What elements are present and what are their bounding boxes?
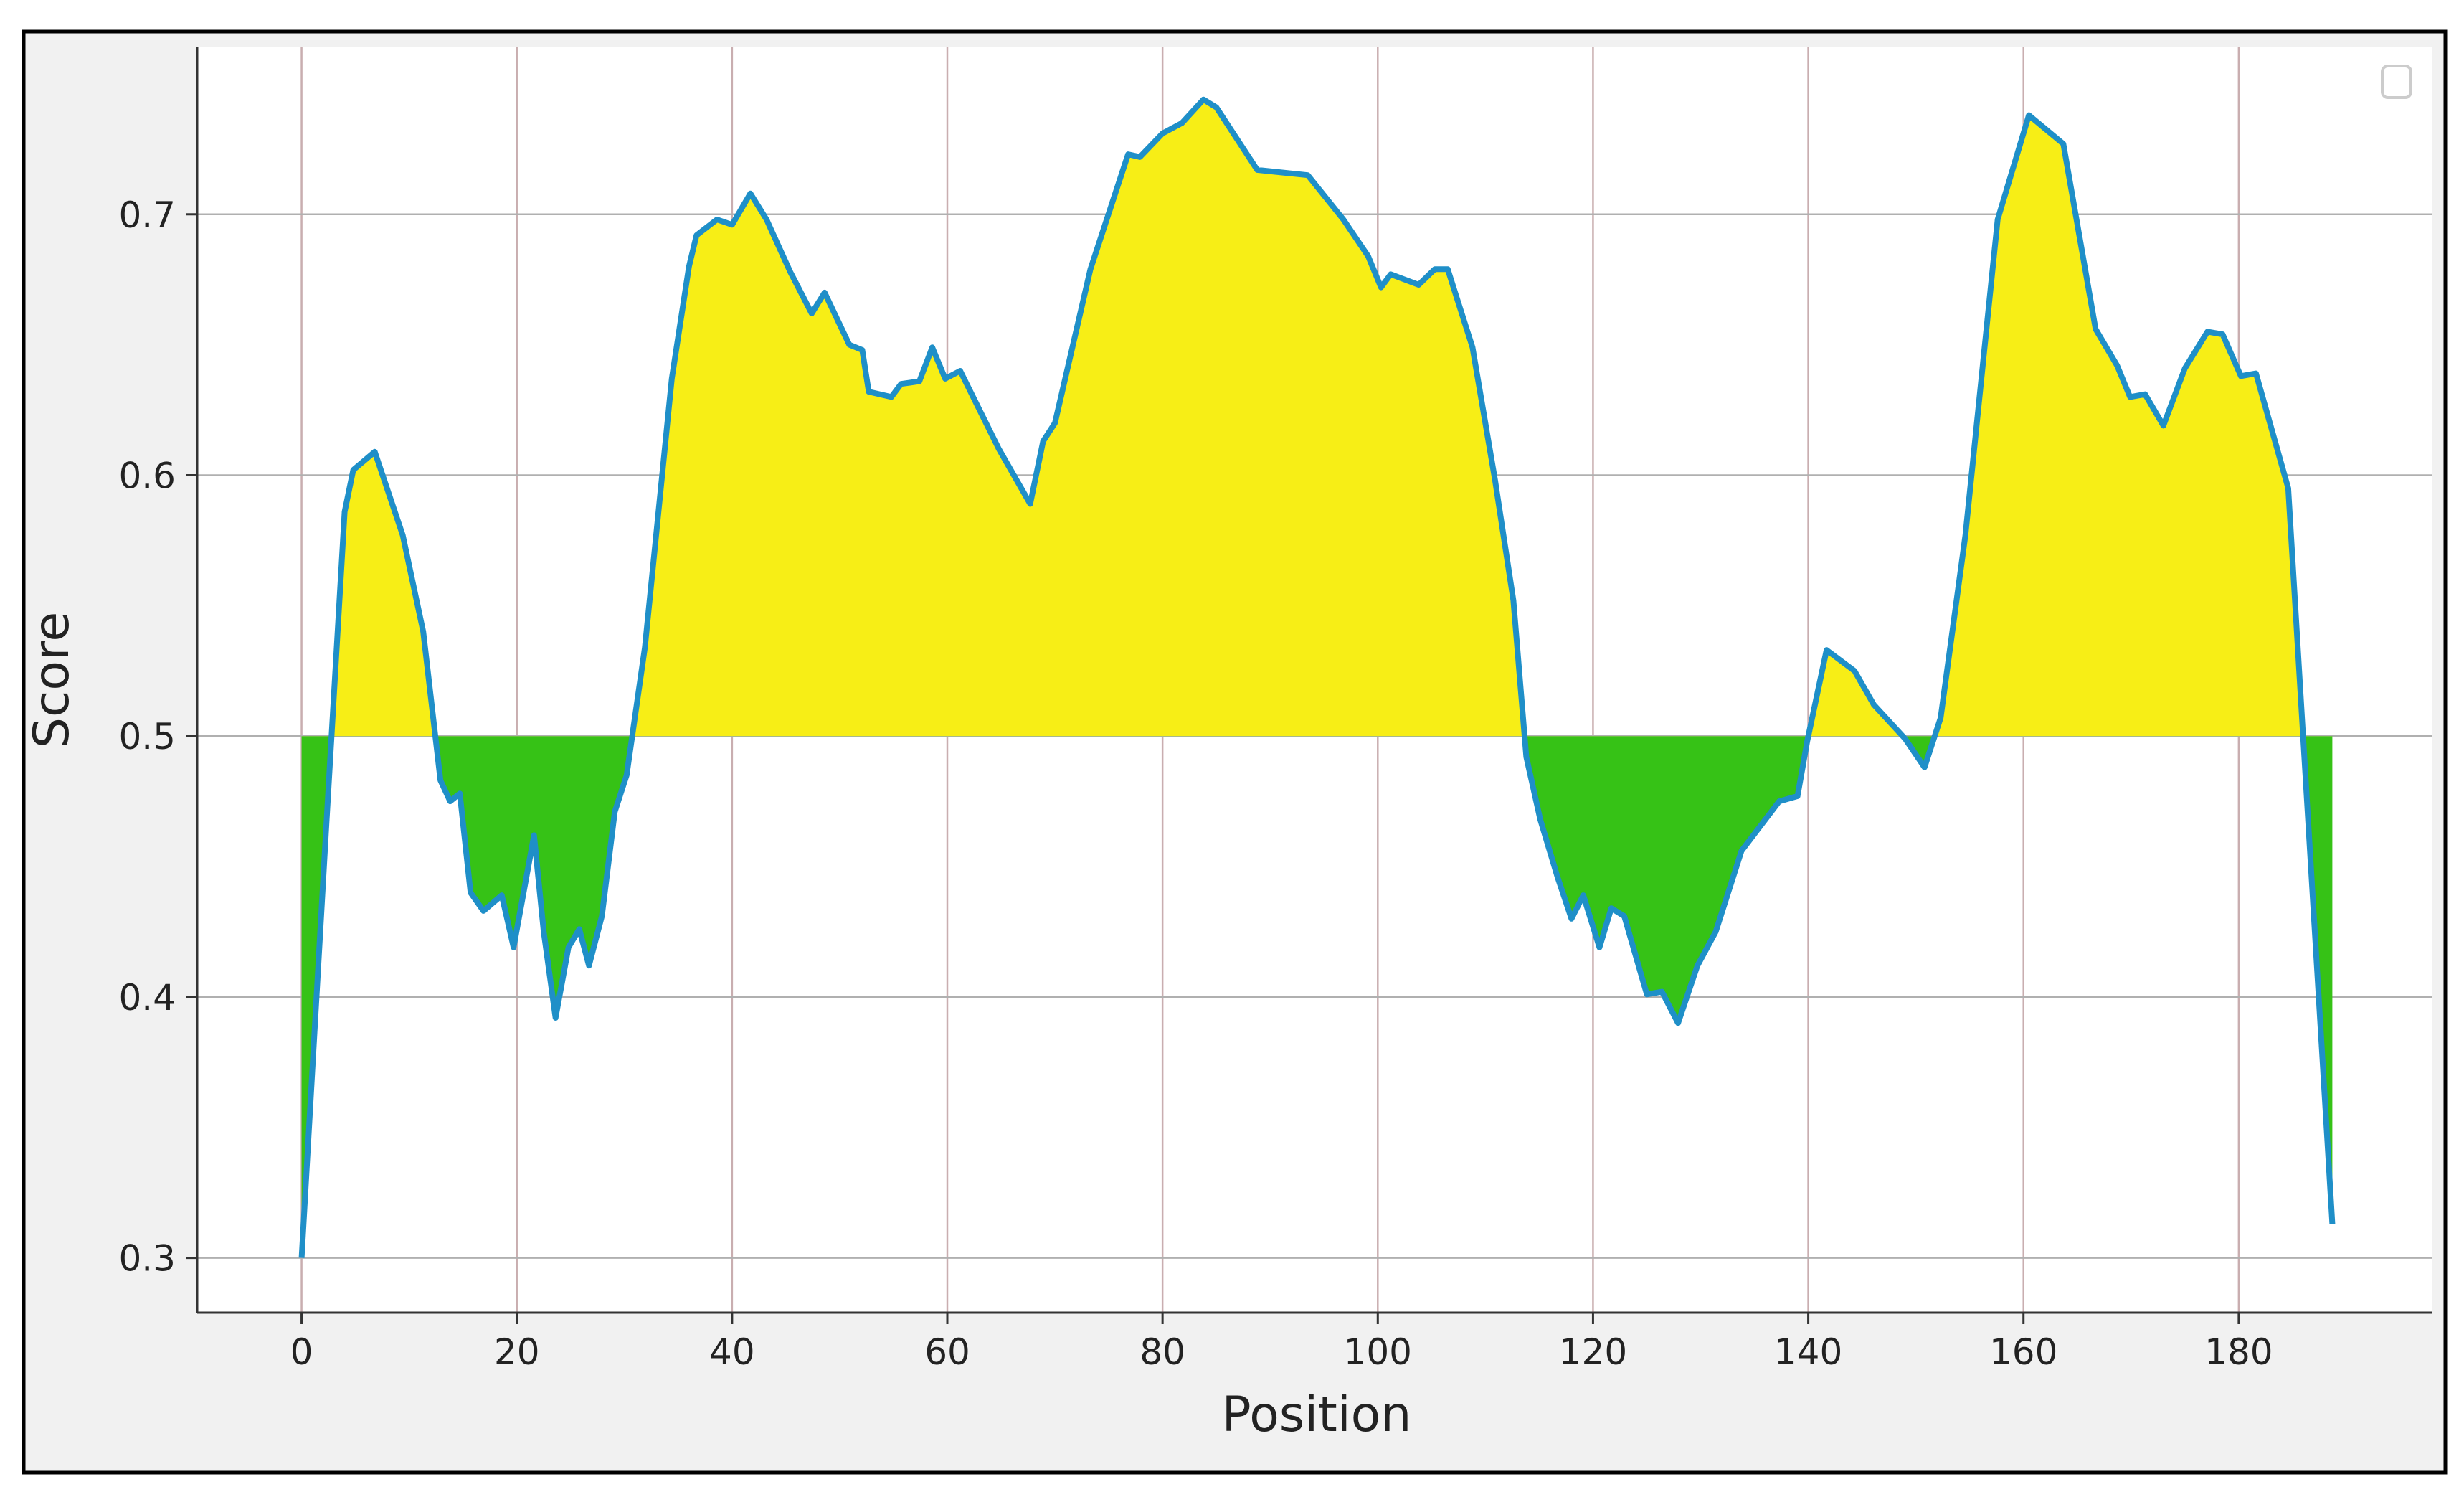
y-tick-label: 0.4 [118, 977, 176, 1019]
area-above [331, 99, 2303, 737]
y-axis-label: Score [24, 612, 80, 748]
x-tick-label: 40 [709, 1331, 755, 1373]
axes: 0 20 40 60 80 100 120 140 160 180 0.3 0.4 0.5 0.6 0.7 [118, 47, 2432, 1373]
x-tick-label: 20 [494, 1331, 540, 1373]
line [298, 96, 2336, 1258]
legend-box [2381, 65, 2412, 99]
y-tick-label: 0.7 [118, 194, 176, 236]
y-tick-label: 0.5 [118, 716, 176, 757]
x-tick-label: 0 [290, 1331, 313, 1373]
x-axis-label: Position [1222, 1387, 1412, 1443]
marks [298, 96, 2336, 1258]
x-tick-label: 180 [2204, 1331, 2273, 1373]
x-tick-label: 60 [924, 1331, 970, 1373]
x-tick-label: 120 [1559, 1331, 1627, 1373]
x-tick-label: 140 [1774, 1331, 1842, 1373]
y-tick-label: 0.6 [118, 455, 176, 496]
area-below [301, 736, 2333, 1258]
y-tick-label: 0.3 [118, 1238, 176, 1280]
x-tick-label: 160 [1989, 1331, 2057, 1373]
x-tick-label: 100 [1344, 1331, 1412, 1373]
x-tick-label: 80 [1139, 1331, 1185, 1373]
